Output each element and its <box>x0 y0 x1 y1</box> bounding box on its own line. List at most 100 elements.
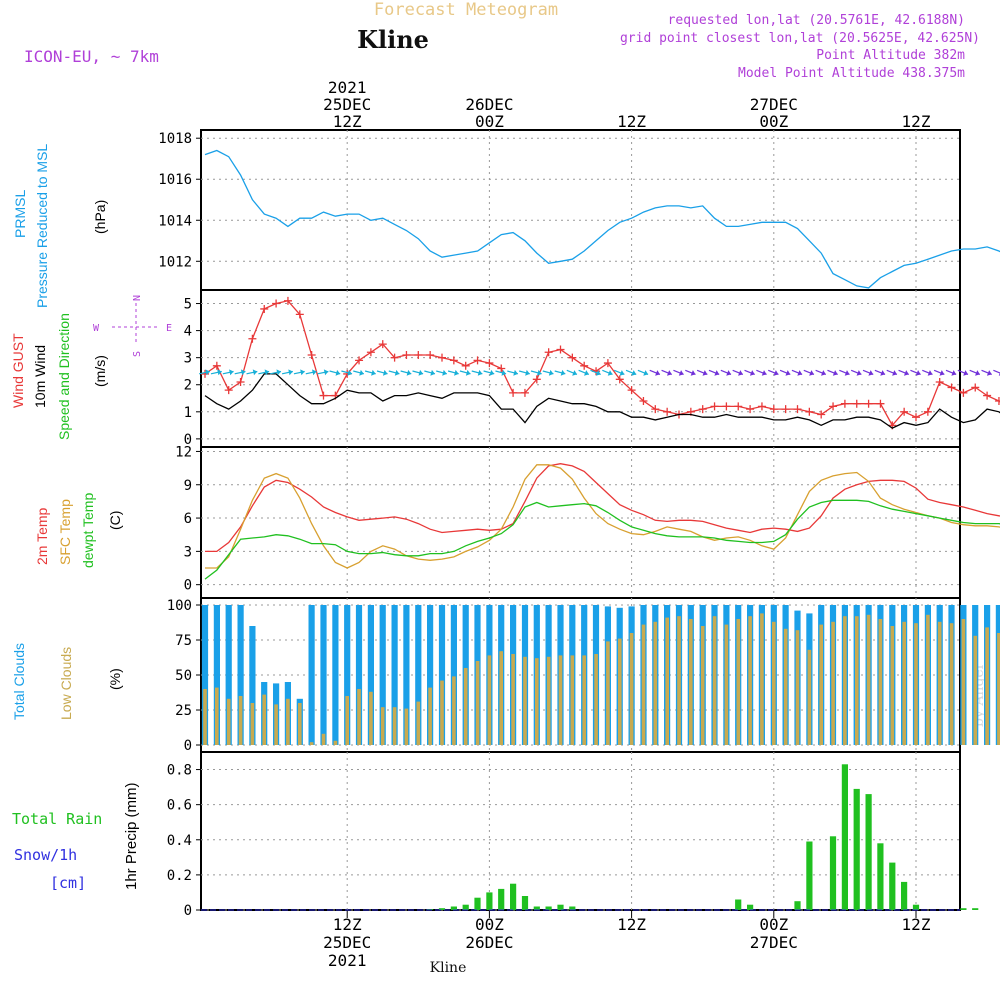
wind-arrow <box>199 369 211 376</box>
wind-arrow <box>246 369 258 376</box>
wind-arrow-head <box>631 370 637 376</box>
bar-1 <box>475 661 480 745</box>
panel-frame <box>200 129 961 291</box>
wind-arrow-head <box>915 370 921 376</box>
bar-1 <box>499 651 503 745</box>
gust-marker <box>295 310 304 319</box>
bar-1 <box>866 614 871 745</box>
bar-0 <box>237 605 244 745</box>
series-line-2 <box>204 499 1000 580</box>
wind-arrow <box>400 369 412 376</box>
wind-arrow-head <box>442 369 447 376</box>
pressure-label-prmsl: PRMSL <box>12 190 28 238</box>
wind-arrow <box>945 369 957 376</box>
wind-arrow <box>566 369 578 376</box>
gust-marker <box>449 356 458 365</box>
wind-arrow-head <box>501 369 507 376</box>
wind-arrow <box>933 369 945 376</box>
wind-arrow <box>768 369 779 376</box>
wind-arrow-head <box>595 370 601 376</box>
compass-e: E <box>166 323 172 334</box>
wind-arrow-head <box>761 370 767 376</box>
y-tick-label: 0 <box>184 738 192 754</box>
bar-0 <box>829 836 837 910</box>
wind-arrow-head <box>892 370 897 376</box>
wind-arrow-head <box>714 370 720 376</box>
bar-1 <box>902 621 906 745</box>
wind-arrow <box>483 369 495 376</box>
wind-arrow <box>862 369 874 376</box>
bar-1 <box>949 623 954 745</box>
wind-arrow <box>637 369 649 376</box>
bar-0 <box>865 794 872 910</box>
gust-marker <box>355 356 364 365</box>
wind-arrow <box>922 369 933 376</box>
gust-marker <box>426 350 435 359</box>
bar-1 <box>653 621 658 745</box>
bar-0 <box>569 906 576 910</box>
wind-arrow-head <box>832 370 838 376</box>
bar-0 <box>201 605 209 745</box>
bar-1 <box>819 624 823 745</box>
wind-arrow-head <box>797 370 803 376</box>
bar-1 <box>416 701 421 745</box>
wind-arrow-head <box>678 370 684 376</box>
wind-arrow-head <box>477 369 483 376</box>
wind-arrow <box>613 369 625 376</box>
gust-marker <box>829 402 838 411</box>
wind-arrow <box>222 369 234 376</box>
y-tick-label: 4 <box>184 324 192 340</box>
wind-arrow <box>270 369 282 376</box>
meteogram-title: Forecast Meteogram <box>374 0 558 20</box>
gust-marker <box>722 402 731 411</box>
wind-arrow-head <box>572 370 577 376</box>
compass-s: S <box>132 351 143 357</box>
bar-1 <box>546 656 551 745</box>
gust-marker <box>485 359 494 368</box>
series-line-0 <box>204 149 1000 289</box>
bar-1 <box>558 655 563 745</box>
y-tick-label: 5 <box>184 297 192 313</box>
bar-0 <box>225 605 232 745</box>
gust-marker <box>438 353 446 362</box>
wind-arrow-head <box>738 370 743 376</box>
gust-marker <box>935 378 944 387</box>
bar-0 <box>889 862 896 910</box>
bar-0 <box>545 906 552 910</box>
wind-arrow-head <box>584 370 589 376</box>
requested-coords: requested lon,lat (20.5761E, 42.6188N) <box>668 13 965 28</box>
gust-label: Wind GUST <box>10 333 26 408</box>
wind-arrow <box>258 369 270 376</box>
bar-1 <box>380 707 385 745</box>
wind-arrow <box>281 369 293 376</box>
low-clouds-label: Low Clouds <box>58 647 74 720</box>
bar-1 <box>890 626 895 745</box>
gust-marker <box>272 299 281 308</box>
panel-3: 0 25 50 75 100 <box>167 597 1000 754</box>
gust-marker <box>805 407 814 416</box>
bar-1 <box>736 619 741 745</box>
gust-marker <box>769 405 778 414</box>
temp-labels: 2m Temp SFC Temp dewpt Temp (C) <box>34 493 123 568</box>
gust-marker <box>461 361 470 370</box>
bar-1 <box>594 654 598 745</box>
y-tick-label: 9 <box>184 478 192 494</box>
wind-arrow-head <box>666 370 672 376</box>
bar-1 <box>700 626 705 745</box>
bar-1 <box>357 689 361 745</box>
bar-1 <box>665 617 669 745</box>
wind-arrow-head <box>749 370 755 376</box>
bar-1 <box>843 616 847 745</box>
wind-arrow-head <box>335 369 341 376</box>
pressure-unit: (hPa) <box>92 200 108 234</box>
bar-0 <box>213 605 220 745</box>
bottom-day-label: 26DEC <box>465 933 513 952</box>
bar-0 <box>474 897 481 910</box>
wind-arrow-head <box>880 370 886 376</box>
wind-arrow <box>874 369 886 376</box>
bottom-year-label: 2021 <box>328 951 367 970</box>
bar-1 <box>641 624 646 745</box>
y-tick-label: 100 <box>167 598 192 614</box>
wind-arrow <box>305 369 317 376</box>
bar-0 <box>533 906 540 910</box>
